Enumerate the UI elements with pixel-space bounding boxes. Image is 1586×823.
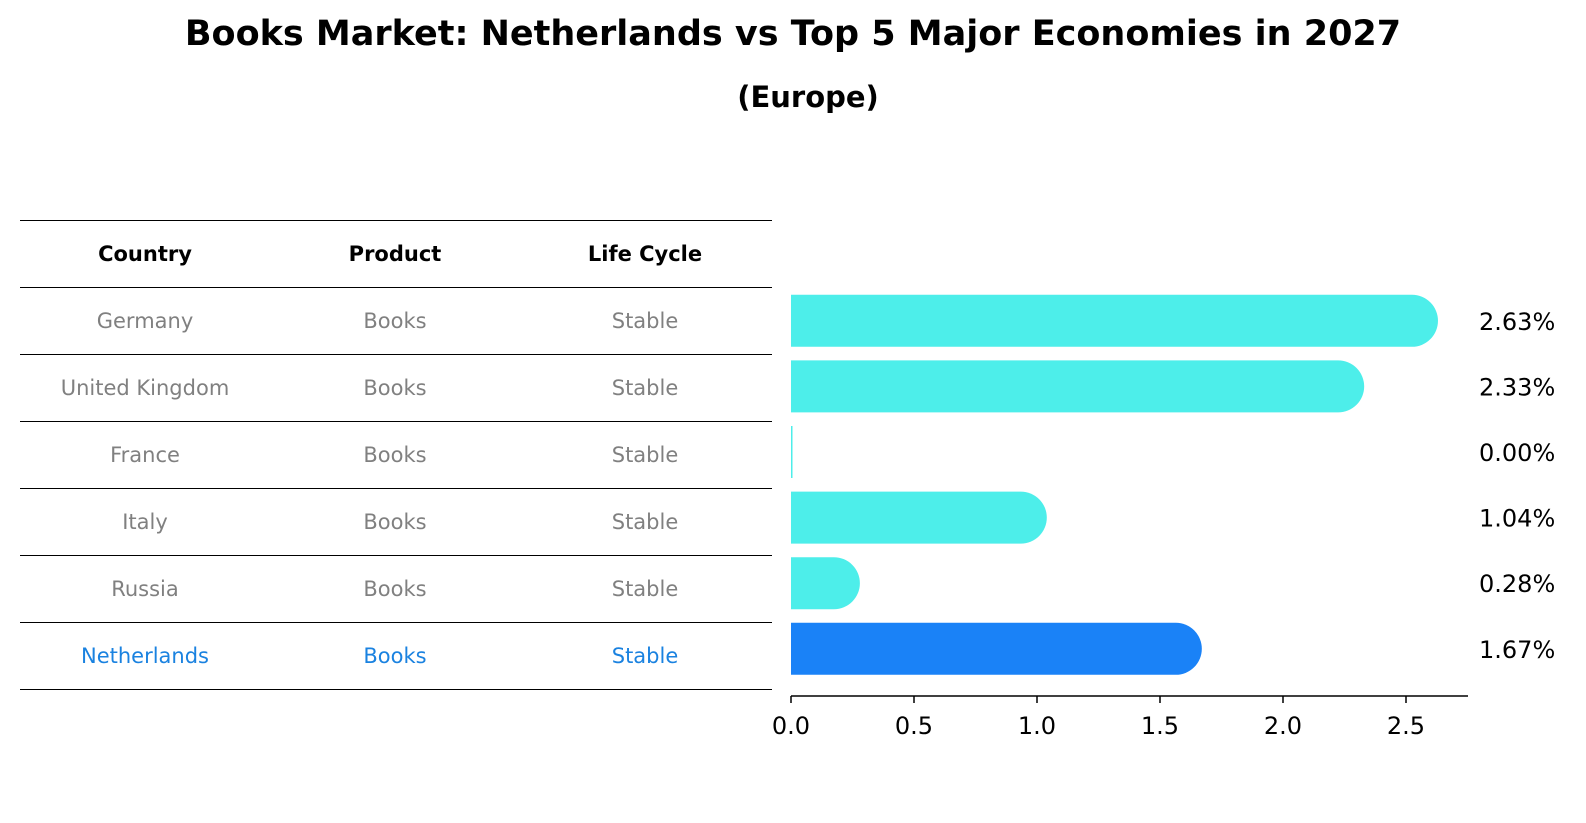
table-row-highlight: Netherlands Books Stable <box>20 622 772 690</box>
product-cell: Books <box>363 309 427 333</box>
lifecycle-cell: Stable <box>611 309 679 333</box>
product-cell: Books <box>363 376 427 400</box>
value-label: 0.28% <box>1479 570 1555 598</box>
bar-italy <box>791 491 1047 544</box>
table-row: Italy Books Stable <box>20 488 772 555</box>
x-tick-label: 2.0 <box>1264 712 1302 740</box>
country-cell: France <box>110 443 180 467</box>
lifecycle-cell: Stable <box>611 376 679 400</box>
value-label: 2.33% <box>1479 373 1555 401</box>
country-cell: Netherlands <box>80 644 209 668</box>
x-tick-label: 1.0 <box>1018 712 1056 740</box>
chart-subtitle: (Europe) <box>737 80 879 114</box>
lifecycle-cell: Stable <box>611 443 679 467</box>
chart-title: Books Market: Netherlands vs Top 5 Major… <box>184 14 1402 54</box>
country-cell: United Kingdom <box>60 376 230 400</box>
table-row: Germany Books Stable <box>20 287 772 354</box>
bar-united-kingdom <box>791 360 1365 413</box>
header-country: Country <box>98 242 192 266</box>
lifecycle-cell: Stable <box>611 577 679 601</box>
lifecycle-cell: Stable <box>611 644 679 668</box>
value-label: 2.63% <box>1479 308 1555 336</box>
header-life-cycle: Life Cycle <box>587 242 703 266</box>
product-cell: Books <box>363 443 427 467</box>
bar-germany <box>791 294 1438 347</box>
value-label: 1.04% <box>1479 505 1555 533</box>
bar-russia <box>791 557 860 610</box>
x-tick-label: 1.5 <box>1141 712 1179 740</box>
x-tick-label: 2.5 <box>1387 712 1425 740</box>
table-row: France Books Stable <box>20 421 772 488</box>
lifecycle-cell: Stable <box>611 510 679 534</box>
bar-france <box>791 426 793 478</box>
value-label: 0.00% <box>1479 439 1555 467</box>
country-cell: Germany <box>96 309 194 333</box>
product-cell: Books <box>363 644 427 668</box>
product-cell: Books <box>363 577 427 601</box>
country-cell: Italy <box>122 510 168 534</box>
header-product: Product <box>348 242 442 266</box>
bar-netherlands <box>791 622 1202 675</box>
x-tick-label: 0.0 <box>772 712 810 740</box>
country-cell: Russia <box>111 577 179 601</box>
table-row: Russia Books Stable <box>20 555 772 622</box>
value-label: 1.67% <box>1479 636 1555 664</box>
product-cell: Books <box>363 510 427 534</box>
table-row: United Kingdom Books Stable <box>20 354 772 421</box>
x-tick-label: 0.5 <box>895 712 933 740</box>
market-table: Country Product Life Cycle Germany Books… <box>20 220 772 690</box>
table-header-row: Country Product Life Cycle <box>20 220 772 287</box>
